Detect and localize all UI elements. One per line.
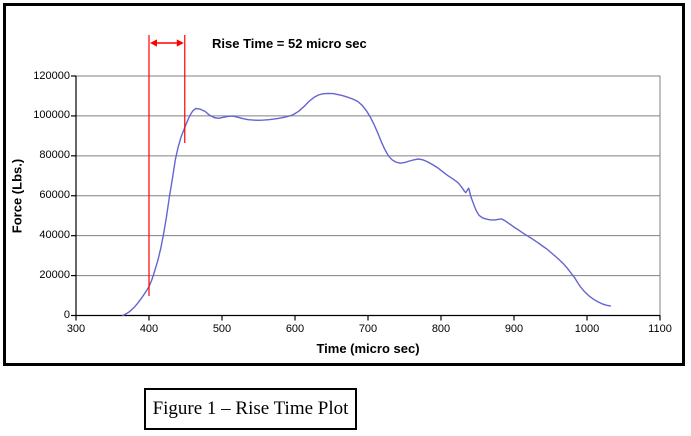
x-tick-label: 500 (212, 323, 232, 335)
y-tick-label: 80000 (39, 149, 70, 162)
y-axis (71, 75, 77, 317)
rise-time-markers (148, 35, 186, 296)
force-series-line (121, 92, 612, 317)
rise-time-annotation-label: Rise Time = 52 micro sec (212, 36, 367, 51)
x-axis-title: Time (micro sec) (316, 341, 420, 356)
arrow-head-right (176, 39, 184, 47)
x-tick-label: 800 (431, 323, 451, 335)
y-tick-label: 60000 (39, 189, 70, 202)
y-tick-label: 20000 (39, 269, 70, 282)
x-tick-label: 700 (358, 323, 378, 335)
x-axis (75, 314, 661, 321)
x-tick-label: 900 (504, 323, 524, 335)
y-gridlines (76, 75, 660, 277)
chart-frame (3, 3, 685, 366)
arrow-head-left (150, 39, 157, 47)
figure-caption-text: Figure 1 – Rise Time Plot (152, 398, 349, 419)
y-tick-label: 0 (63, 309, 70, 321)
x-tick-label: 400 (139, 323, 159, 335)
x-tick-label: 1000 (574, 323, 600, 335)
y-tick-label: 100000 (33, 109, 70, 122)
x-tick-label: 1100 (648, 323, 672, 335)
y-tick-label: 40000 (39, 229, 70, 242)
y-axis-title: Force (Lbs.) (9, 158, 25, 234)
x-tick-label: 600 (285, 323, 305, 335)
y-tick-label: 120000 (33, 69, 70, 82)
figure-caption-box: Figure 1 – Rise Time Plot (144, 388, 357, 430)
x-tick-label: 300 (66, 323, 86, 335)
